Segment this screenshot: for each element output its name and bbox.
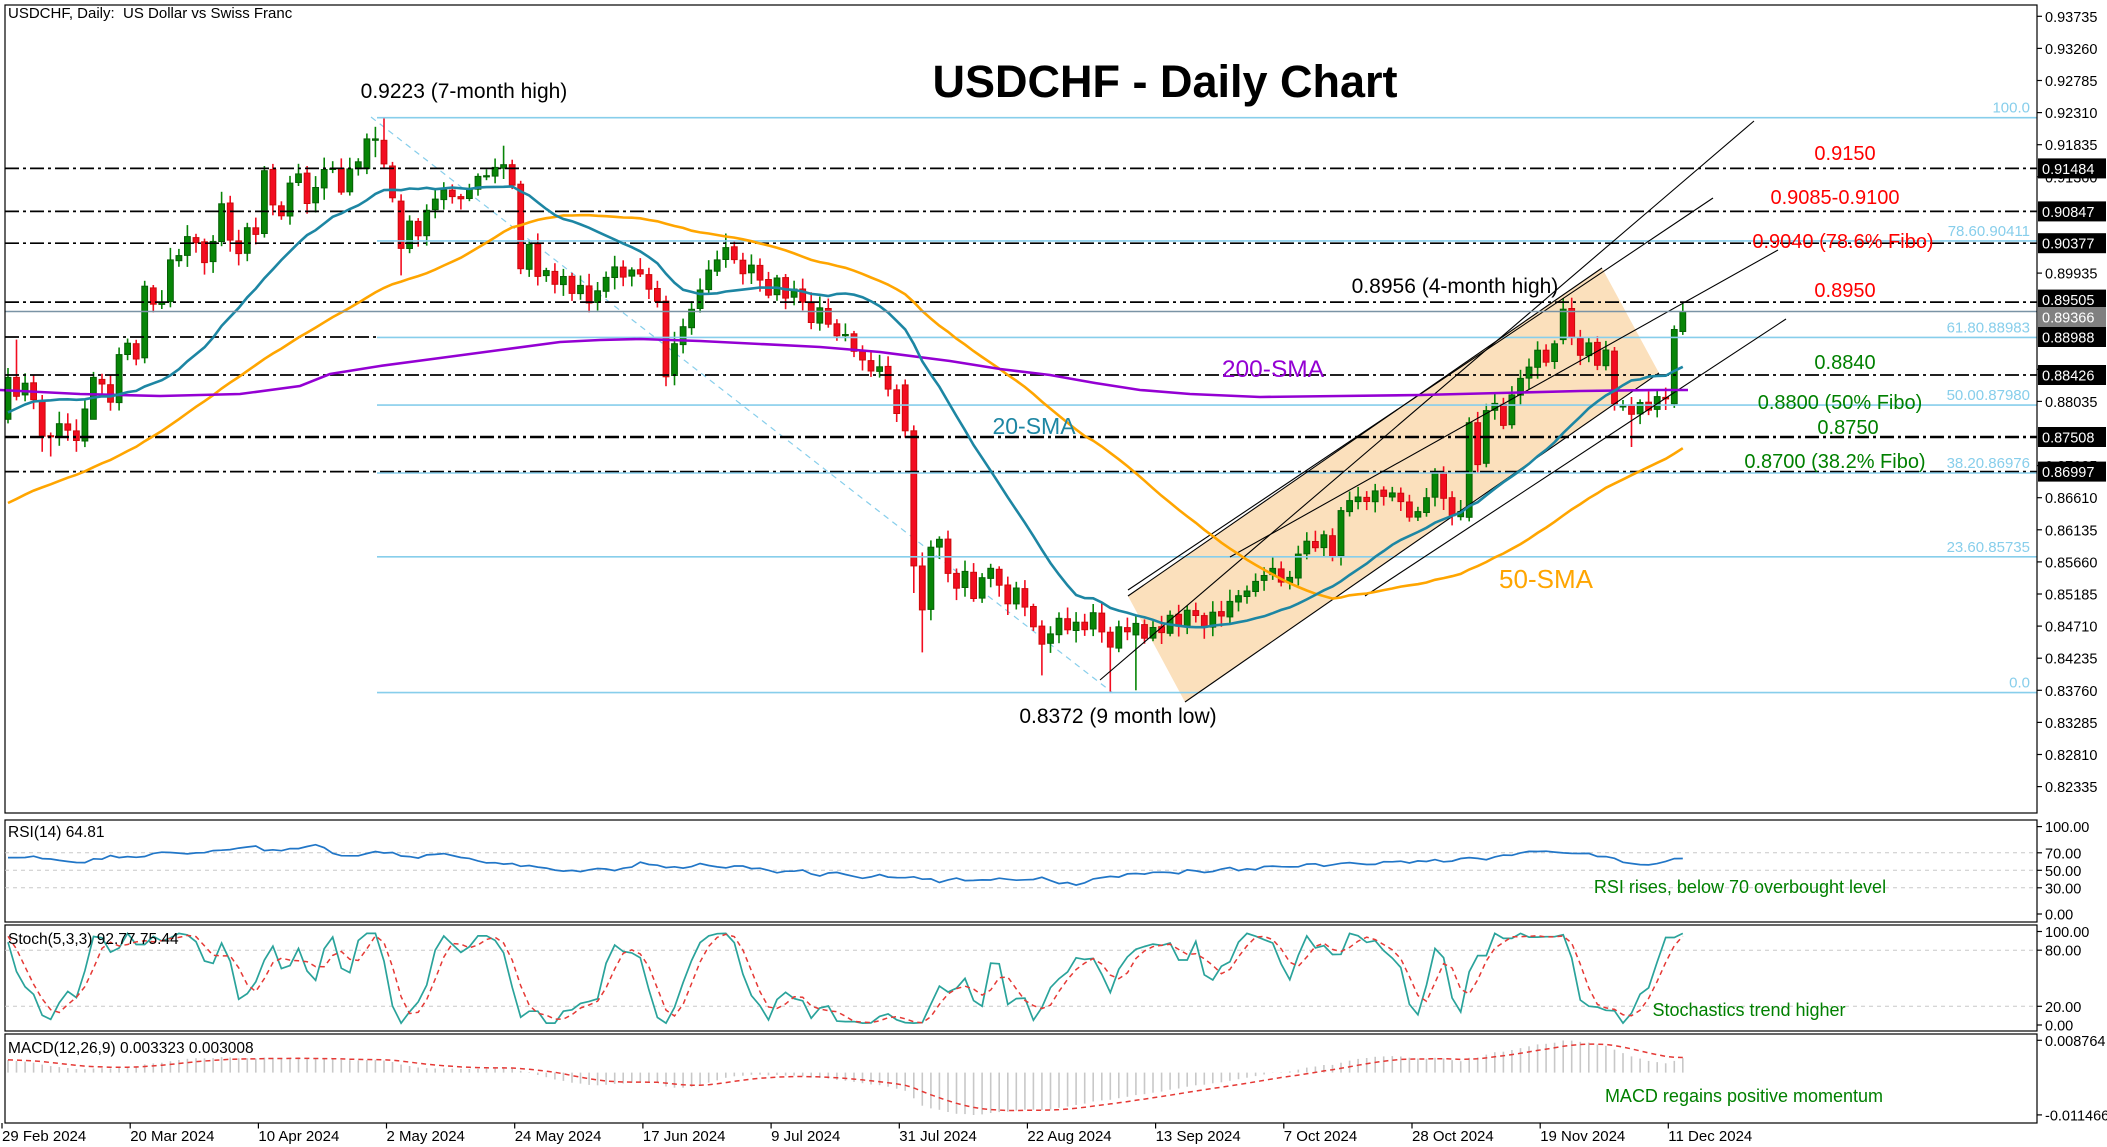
svg-text:80.00: 80.00 bbox=[2045, 944, 2081, 960]
svg-text:0.90377: 0.90377 bbox=[2042, 237, 2094, 253]
svg-text:29 Feb 2024: 29 Feb 2024 bbox=[2, 1128, 86, 1145]
svg-text:0.92785: 0.92785 bbox=[2045, 74, 2097, 90]
svg-text:28 Oct 2024: 28 Oct 2024 bbox=[1412, 1128, 1494, 1145]
svg-text:0.8800 (50% Fibo): 0.8800 (50% Fibo) bbox=[1758, 392, 1923, 414]
svg-text:0.88988: 0.88988 bbox=[2042, 331, 2094, 347]
svg-text:0.84235: 0.84235 bbox=[2045, 652, 2097, 668]
svg-text:7 Oct 2024: 7 Oct 2024 bbox=[1284, 1128, 1357, 1145]
svg-text:0.86135: 0.86135 bbox=[2045, 523, 2097, 539]
svg-text:0.87508: 0.87508 bbox=[2042, 431, 2094, 447]
svg-text:0.0: 0.0 bbox=[2009, 675, 2030, 692]
svg-text:24 May 2024: 24 May 2024 bbox=[515, 1128, 602, 1145]
svg-text:100.00: 100.00 bbox=[2045, 925, 2089, 941]
svg-text:0.9223 (7-month high): 0.9223 (7-month high) bbox=[361, 80, 568, 103]
svg-text:9 Jul 2024: 9 Jul 2024 bbox=[771, 1128, 840, 1145]
svg-text:19 Nov 2024: 19 Nov 2024 bbox=[1540, 1128, 1625, 1145]
svg-text:0.91484: 0.91484 bbox=[2042, 162, 2094, 178]
svg-text:0.8372 (9 month low): 0.8372 (9 month low) bbox=[1019, 705, 1216, 728]
svg-text:22 Aug 2024: 22 Aug 2024 bbox=[1027, 1128, 1111, 1145]
svg-text:10 Apr 2024: 10 Apr 2024 bbox=[258, 1128, 339, 1145]
svg-text:0.85185: 0.85185 bbox=[2045, 588, 2097, 604]
svg-text:RSI rises, below 70 overbought: RSI rises, below 70 overbought level bbox=[1594, 877, 1886, 897]
svg-text:20-SMA: 20-SMA bbox=[992, 413, 1076, 439]
svg-text:RSI(14) 64.81: RSI(14) 64.81 bbox=[8, 824, 105, 841]
svg-text:0.008764: 0.008764 bbox=[2045, 1034, 2105, 1050]
svg-text:0.82810: 0.82810 bbox=[2045, 748, 2097, 764]
svg-text:0.89505: 0.89505 bbox=[2042, 293, 2094, 309]
svg-text:Stoch(5,3,3) 92.77 75.44: Stoch(5,3,3) 92.77 75.44 bbox=[8, 931, 179, 948]
svg-text:0.86610: 0.86610 bbox=[2045, 491, 2097, 507]
svg-text:0.00: 0.00 bbox=[2045, 1019, 2073, 1035]
svg-text:Stochastics trend higher: Stochastics trend higher bbox=[1652, 1000, 1845, 1020]
svg-text:USDCHF - Daily Chart: USDCHF - Daily Chart bbox=[932, 56, 1397, 107]
svg-text:50-SMA: 50-SMA bbox=[1499, 564, 1594, 594]
svg-text:0.83760: 0.83760 bbox=[2045, 684, 2097, 700]
svg-text:200-SMA: 200-SMA bbox=[1222, 356, 1325, 383]
svg-text:0.83285: 0.83285 bbox=[2045, 716, 2097, 732]
svg-text:78.60.90411: 78.60.90411 bbox=[1948, 223, 2030, 240]
svg-text:0.86997: 0.86997 bbox=[2042, 465, 2094, 481]
svg-text:MACD regains positive momentum: MACD regains positive momentum bbox=[1605, 1086, 1883, 1106]
svg-text:0.9150: 0.9150 bbox=[1814, 143, 1875, 165]
svg-text:0.88035: 0.88035 bbox=[2045, 395, 2097, 411]
svg-text:20 Mar 2024: 20 Mar 2024 bbox=[130, 1128, 214, 1145]
svg-text:0.90847: 0.90847 bbox=[2042, 205, 2094, 221]
svg-text:0.91835: 0.91835 bbox=[2045, 138, 2097, 154]
svg-text:0.8950: 0.8950 bbox=[1814, 280, 1875, 302]
svg-text:0.8956 (4-month high): 0.8956 (4-month high) bbox=[1352, 275, 1559, 298]
svg-text:0.82335: 0.82335 bbox=[2045, 780, 2097, 796]
svg-text:0.84710: 0.84710 bbox=[2045, 620, 2097, 636]
svg-text:13 Sep 2024: 13 Sep 2024 bbox=[1156, 1128, 1241, 1145]
svg-text:31 Jul 2024: 31 Jul 2024 bbox=[899, 1128, 977, 1145]
svg-text:61.80.88983: 61.80.88983 bbox=[1947, 319, 2030, 336]
svg-text:30.00: 30.00 bbox=[2045, 881, 2081, 897]
svg-text:11 Dec 2024: 11 Dec 2024 bbox=[1668, 1128, 1752, 1145]
svg-text:20.00: 20.00 bbox=[2045, 1000, 2081, 1016]
svg-text:USDCHF, Daily: US Dollar vs S: USDCHF, Daily: US Dollar vs Swiss Franc bbox=[8, 5, 293, 22]
svg-text:0.9085-0.9100: 0.9085-0.9100 bbox=[1770, 187, 1899, 209]
svg-text:0.9040 (78.6% Fibo): 0.9040 (78.6% Fibo) bbox=[1752, 231, 1933, 253]
svg-text:0.8700 (38.2% Fibo): 0.8700 (38.2% Fibo) bbox=[1744, 451, 1925, 473]
svg-text:50.00.87980: 50.00.87980 bbox=[1947, 387, 2030, 404]
svg-text:100.0: 100.0 bbox=[1992, 100, 2030, 117]
svg-text:0.00: 0.00 bbox=[2045, 908, 2073, 924]
svg-text:0.85660: 0.85660 bbox=[2045, 555, 2097, 571]
svg-text:100.00: 100.00 bbox=[2045, 820, 2089, 836]
svg-text:0.93735: 0.93735 bbox=[2045, 10, 2097, 26]
svg-text:23.60.85735: 23.60.85735 bbox=[1947, 539, 2030, 556]
svg-text:0.89935: 0.89935 bbox=[2045, 267, 2097, 283]
svg-text:38.20.86976: 38.20.86976 bbox=[1947, 455, 2030, 472]
svg-text:0.92310: 0.92310 bbox=[2045, 106, 2097, 122]
svg-text:2 May 2024: 2 May 2024 bbox=[387, 1128, 465, 1145]
svg-text:50.00: 50.00 bbox=[2045, 864, 2081, 880]
svg-text:0.8750: 0.8750 bbox=[1817, 417, 1878, 439]
svg-text:0.93260: 0.93260 bbox=[2045, 42, 2097, 58]
svg-text:70.00: 70.00 bbox=[2045, 846, 2081, 862]
svg-text:-0.011466: -0.011466 bbox=[2045, 1108, 2107, 1124]
svg-text:0.89366: 0.89366 bbox=[2042, 311, 2094, 327]
svg-text:0.88426: 0.88426 bbox=[2042, 369, 2094, 385]
svg-text:0.8840: 0.8840 bbox=[1814, 352, 1875, 374]
svg-text:MACD(12,26,9) 0.003323 0.00300: MACD(12,26,9) 0.003323 0.003008 bbox=[8, 1040, 254, 1057]
svg-text:17 Jun 2024: 17 Jun 2024 bbox=[643, 1128, 726, 1145]
